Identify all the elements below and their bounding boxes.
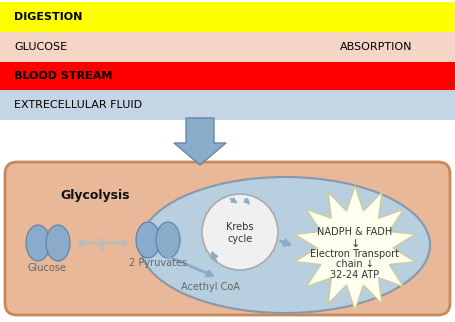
Ellipse shape [202, 194, 278, 270]
Text: DIGESTION: DIGESTION [14, 12, 82, 22]
Ellipse shape [140, 177, 429, 313]
Text: ↓: ↓ [349, 239, 359, 249]
Ellipse shape [156, 222, 180, 258]
Text: NADPH & FADH: NADPH & FADH [317, 227, 392, 237]
Ellipse shape [46, 225, 70, 261]
Text: EXTRECELLULAR FLUID: EXTRECELLULAR FLUID [14, 100, 142, 110]
Text: BLOOD STREAM: BLOOD STREAM [14, 71, 112, 81]
Text: Glucose: Glucose [27, 263, 66, 273]
Polygon shape [294, 186, 415, 310]
FancyBboxPatch shape [5, 162, 449, 315]
Polygon shape [174, 118, 226, 165]
Text: Krebs
cycle: Krebs cycle [226, 222, 253, 244]
Bar [0, 62, 455, 90]
Bar [0, 32, 455, 62]
Text: 32-24 ATP: 32-24 ATP [330, 270, 379, 280]
Text: Acethyl CoA: Acethyl CoA [180, 282, 239, 292]
Ellipse shape [136, 222, 160, 258]
Text: GLUCOSE: GLUCOSE [14, 42, 67, 52]
Text: 2 Pyruvates: 2 Pyruvates [129, 258, 187, 268]
Text: Glycolysis: Glycolysis [60, 188, 129, 202]
Ellipse shape [26, 225, 50, 261]
Text: Electron Transport: Electron Transport [310, 249, 399, 259]
Text: chain ↓: chain ↓ [335, 259, 373, 269]
Bar [0, 90, 455, 120]
Text: ABSORPTION: ABSORPTION [339, 42, 412, 52]
Bar [0, 2, 455, 32]
